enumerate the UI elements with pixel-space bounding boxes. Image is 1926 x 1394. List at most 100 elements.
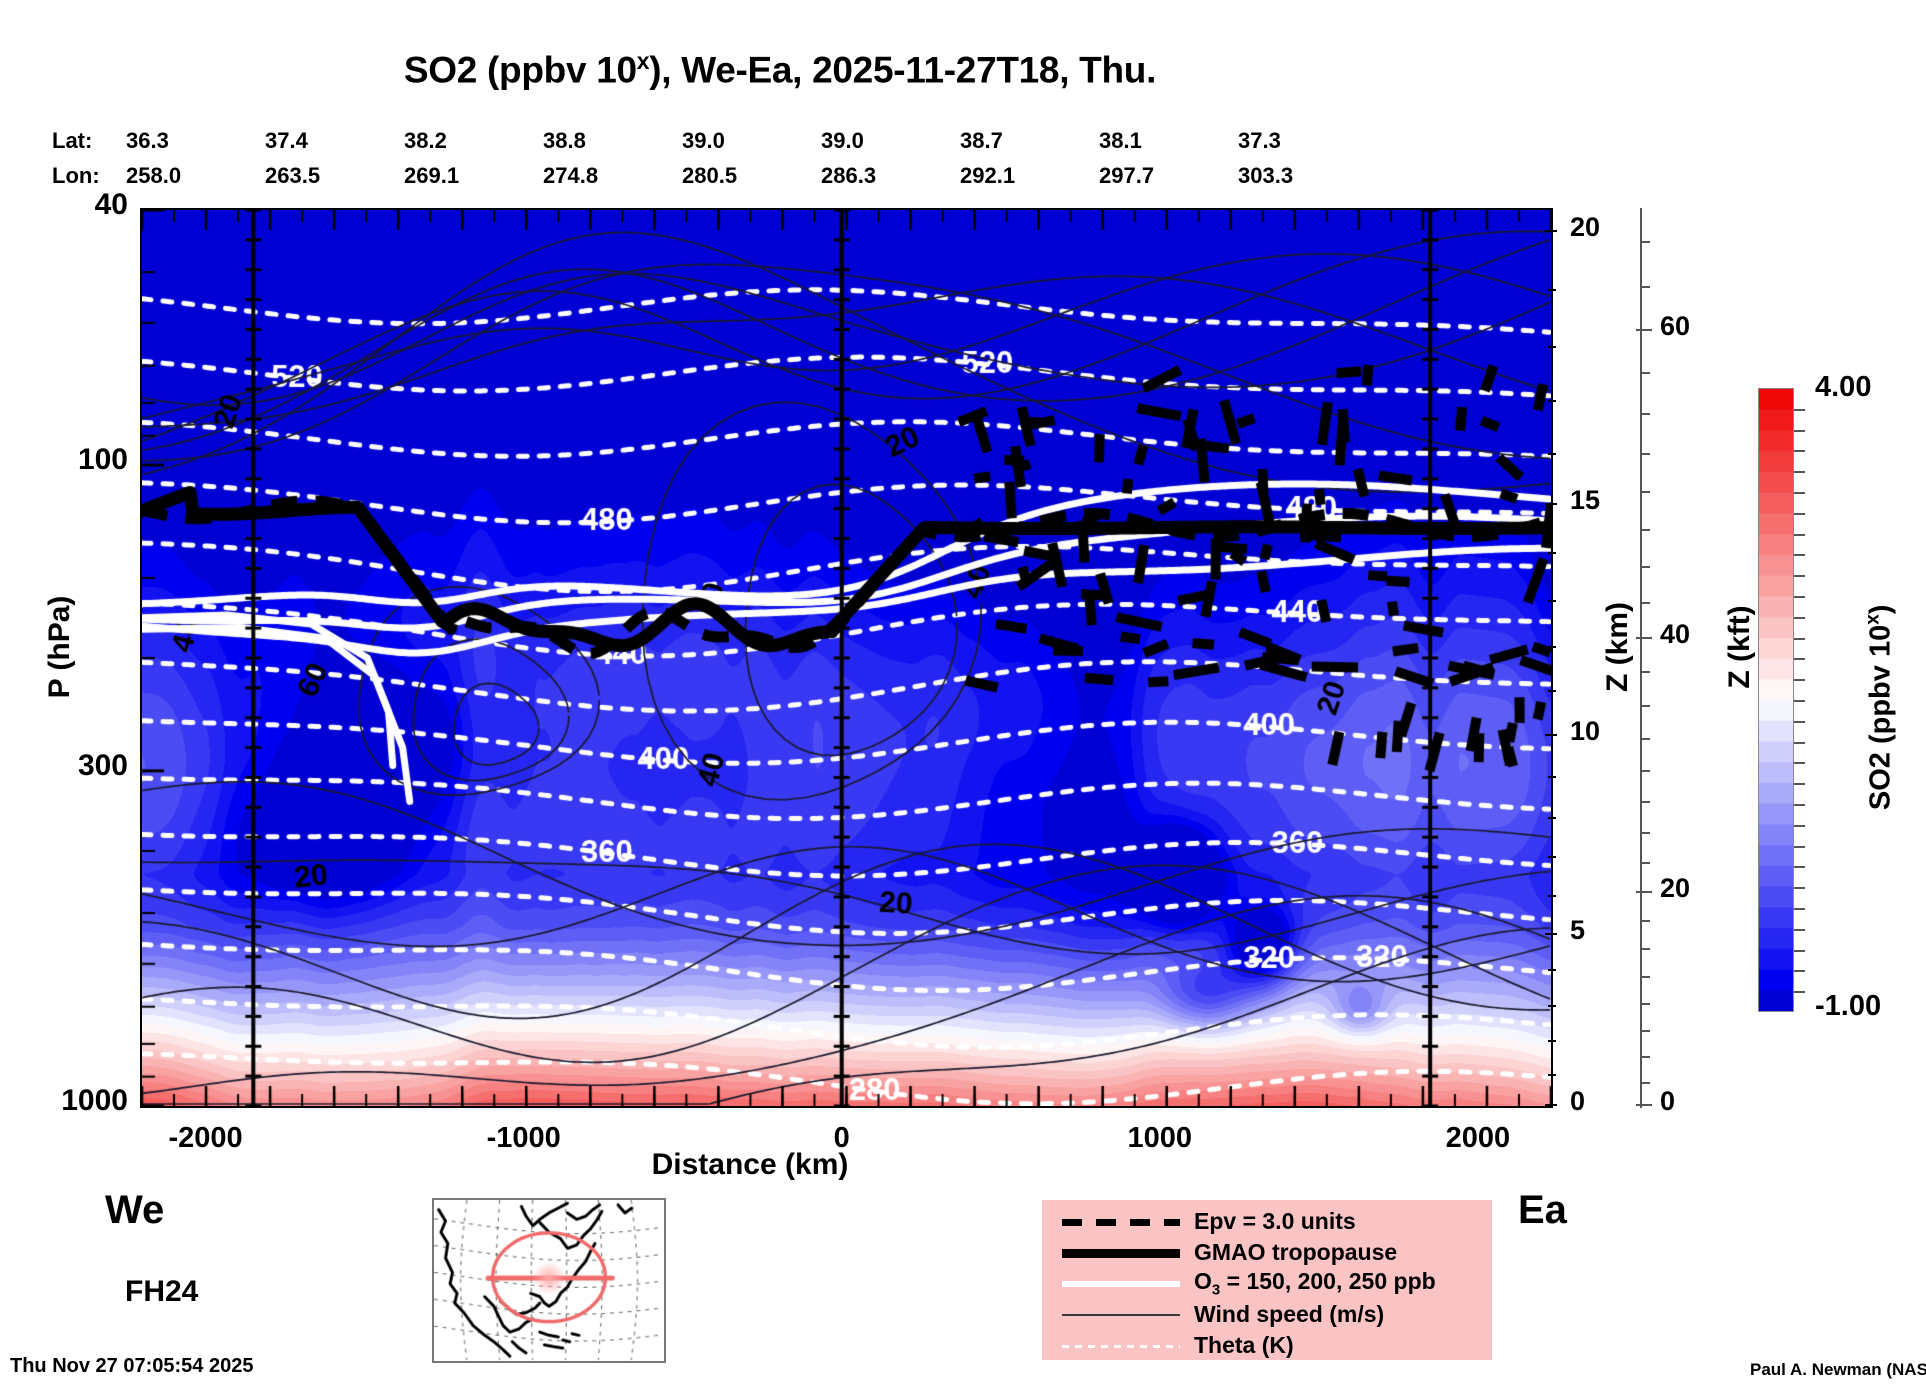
z-km-minor-tick (1548, 1104, 1556, 1106)
colorbar-tick (1794, 741, 1805, 744)
colorbar-tick (1794, 845, 1805, 848)
colorbar-tick (1794, 637, 1805, 640)
z-kft-minor-tick (1640, 1030, 1650, 1033)
legend-item-theta: Theta (K) (1042, 1330, 1492, 1361)
x-axis-title: Distance (km) (651, 1148, 849, 1181)
legend-label-theta: Theta (K) (1194, 1332, 1294, 1358)
colorbar-tick (1794, 471, 1805, 474)
latrow-value: 39.0 (821, 128, 864, 153)
colorbar-tick (1794, 949, 1805, 952)
colorbar-ticks (1758, 388, 1806, 1012)
colorbar-tick (1794, 700, 1805, 702)
latrow-value: 38.1 (1099, 128, 1142, 153)
colorbar-tick (1794, 866, 1805, 869)
z-kft-minor-tick (1640, 769, 1650, 772)
colorbar-tick (1794, 575, 1805, 578)
generation-timestamp: Thu Nov 27 07:05:54 2025 (10, 1355, 254, 1377)
colorbar-max-label: 4.00 (1815, 371, 1872, 403)
z-kft-minor-tick (1640, 602, 1650, 605)
colorbar-min-label: -1.00 (1815, 990, 1882, 1022)
colorbar-tick (1794, 991, 1805, 994)
z-km-minor-tick (1548, 1074, 1556, 1077)
latrow-value: 39.0 (682, 128, 725, 153)
colorbar-tick (1794, 928, 1805, 931)
title-superscript: x (636, 48, 650, 74)
z-km-minor-tick (1548, 1040, 1556, 1043)
y-axis-tick-label: 300 (77, 748, 128, 782)
latrow-value: 38.7 (960, 128, 1003, 153)
author-credit: Paul A. Newman (NASA (1750, 1360, 1926, 1379)
thin-line-icon (1042, 1299, 1194, 1330)
z-kft-minor-tick (1640, 1056, 1650, 1059)
lonrow-value: 258.0 (126, 163, 182, 188)
z-km-minor-tick (1548, 503, 1556, 506)
legend-label-epv: Epv = 3.0 units (1194, 1208, 1356, 1234)
west-endpoint-label: We (105, 1188, 165, 1232)
z-kft-minor-tick (1640, 637, 1650, 640)
colorbar-tick (1794, 970, 1805, 973)
legend-item-epv: Epv = 3.0 units (1042, 1206, 1492, 1237)
lonrow-value: 286.3 (821, 163, 877, 188)
z-kft-axis-title: Z (kft) (1723, 605, 1756, 689)
z-km-minor-tick (1548, 894, 1556, 897)
latrow-value: 38.2 (404, 128, 447, 153)
z-kft-minor-tick (1640, 671, 1650, 674)
cross-section-plot[interactable] (140, 208, 1553, 1108)
colorbar-tick (1794, 492, 1805, 494)
z-kft-minor-tick (1640, 1104, 1650, 1106)
z-kft-minor-tick (1640, 329, 1650, 332)
x-axis-tick-label: 2000 (1445, 1122, 1511, 1154)
y-axis-tick-label: 1000 (61, 1084, 128, 1117)
y-axis-tick-label: 40 (94, 188, 128, 221)
lonrow-value: 263.5 (265, 163, 321, 188)
white-line-icon (1042, 1268, 1194, 1299)
colorbar-tick (1794, 658, 1805, 661)
contour-overlay-canvas (142, 210, 1551, 1106)
colorbar-tick (1794, 429, 1805, 432)
colorbar-tick (1794, 804, 1805, 806)
colorbar-tick (1794, 887, 1805, 890)
latrow-value: 36.3 (126, 128, 169, 153)
z-kft-tick-label: 20 (1660, 873, 1691, 904)
east-endpoint-label: Ea (1518, 1188, 1567, 1232)
legend-label-ozone: O3 = 150, 200, 250 ppb (1194, 1268, 1436, 1299)
colorbar-tick (1794, 908, 1805, 910)
forecast-hour-label: FH24 (125, 1275, 199, 1308)
latitude-row: Lat: 36.3 37.4 38.2 38.8 39.0 39.0 38.7 38.1 37.3 (0, 128, 1560, 154)
z-kft-tick-label: 60 (1660, 311, 1691, 342)
colorbar-tick (1794, 450, 1805, 453)
latrow-value: 38.8 (543, 128, 586, 153)
z-km-minor-tick (1548, 932, 1556, 935)
colorbar-tick (1794, 408, 1805, 411)
legend-item-ozone: O3 = 150, 200, 250 ppb (1042, 1268, 1492, 1299)
z-kft-minor-tick (1640, 566, 1650, 569)
lonrow-value: 292.1 (960, 163, 1016, 188)
colorbar-tick (1794, 824, 1805, 827)
z-km-minor-tick (1548, 775, 1556, 778)
z-kft-minor-tick (1640, 241, 1650, 244)
z-km-minor-tick (1548, 288, 1556, 291)
z-kft-minor-tick (1640, 529, 1650, 532)
latrow-value: 37.4 (265, 128, 308, 153)
z-kft-minor-tick (1640, 371, 1650, 374)
z-km-minor-tick (1548, 733, 1556, 736)
z-km-minor-tick (1548, 645, 1556, 648)
z-km-tick-label: 20 (1570, 211, 1601, 242)
z-kft-minor-tick (1640, 920, 1650, 923)
z-kft-minor-tick (1640, 412, 1650, 415)
z-kft-tick-label: 40 (1660, 619, 1691, 650)
legend-box: Epv = 3.0 units GMAO tropopause O3 = 150… (1042, 1200, 1492, 1360)
z-kft-minor-tick (1640, 976, 1650, 979)
z-km-minor-tick (1548, 452, 1556, 455)
dotted-line-icon (1042, 1330, 1194, 1361)
inset-locator-map[interactable] (432, 1198, 666, 1363)
dashed-line-icon (1042, 1206, 1194, 1237)
z-kft-minor-tick (1640, 831, 1650, 834)
z-kft-axis-line (1640, 208, 1642, 1108)
z-kft-minor-tick (1640, 861, 1650, 864)
colorbar-tick (1794, 679, 1805, 682)
z-km-minor-tick (1548, 1005, 1556, 1008)
z-kft-minor-tick (1640, 704, 1650, 707)
z-km-tick-label: 5 (1570, 914, 1586, 945)
lonrow-value: 297.7 (1099, 163, 1155, 188)
